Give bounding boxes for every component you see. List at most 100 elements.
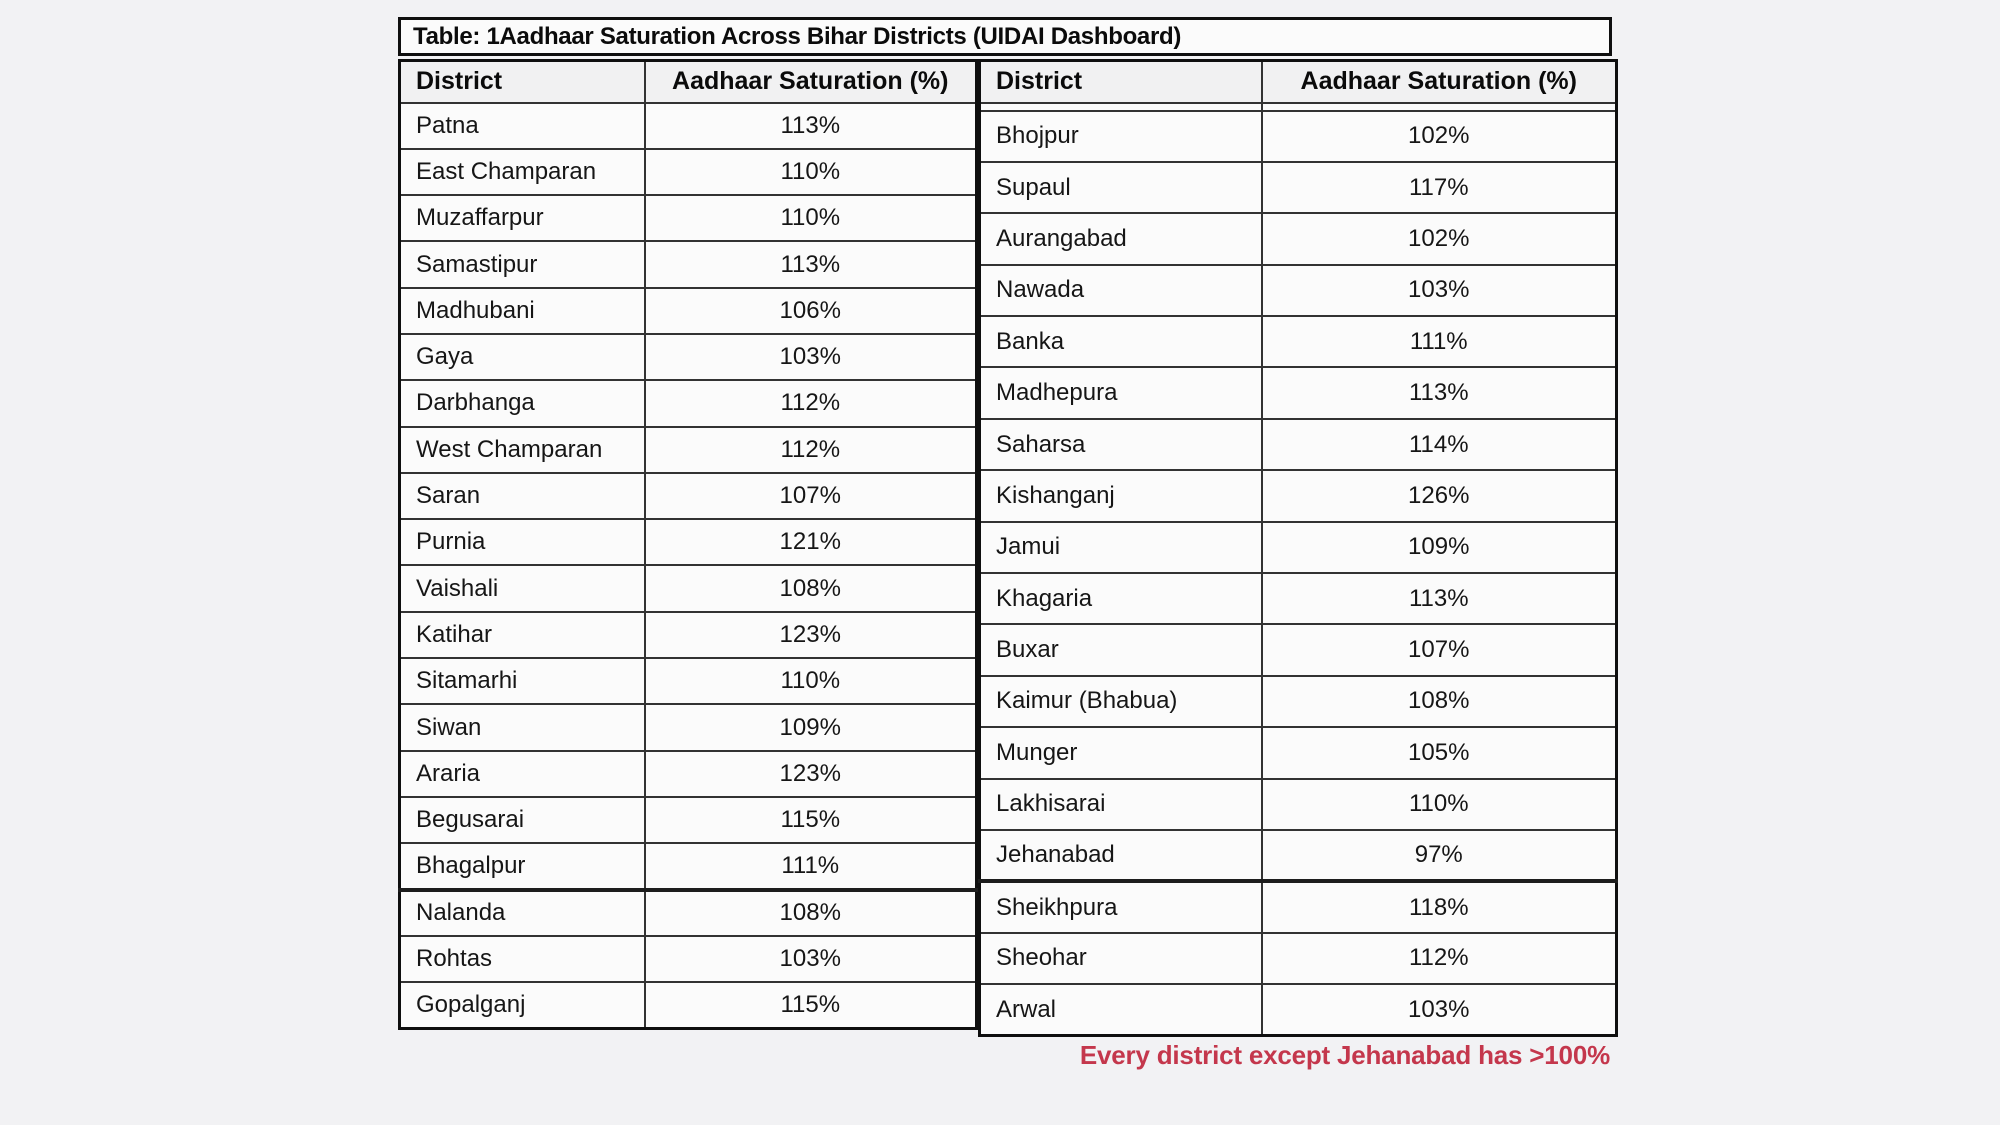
district-name: Muzaffarpur <box>398 194 646 243</box>
table-title: Table: 1Aadhaar Saturation Across Bihar … <box>398 17 1612 56</box>
header-gap-row <box>978 101 1618 112</box>
district-name: Araria <box>398 749 646 798</box>
table-row: Araria 123% <box>398 749 978 798</box>
column-header-saturation: Aadhaar Saturation (%) <box>643 59 978 104</box>
district-name: East Champaran <box>398 147 646 197</box>
district-name: Purnia <box>398 518 646 567</box>
saturation-value: 110% <box>643 194 978 243</box>
saturation-value: 113% <box>1260 572 1618 626</box>
saturation-value: 102% <box>1260 109 1618 163</box>
district-name: Kishanganj <box>978 469 1263 523</box>
header-row: District Aadhaar Saturation (%) <box>978 59 1618 104</box>
saturation-value: 123% <box>643 749 978 798</box>
annotation-caption: Every district except Jehanabad has >100… <box>1079 1040 1610 1071</box>
saturation-value: 110% <box>1260 777 1618 831</box>
table-row: Begusarai 115% <box>398 795 978 845</box>
table-right-body: Bhojpur 102% Supaul 117% Aurangabad 102% Nawad… <box>978 109 1618 1037</box>
table-left-body: Patna 113% East Champaran 110% Muzaffarpur 11… <box>398 101 978 1030</box>
district-name: West Champaran <box>398 425 646 474</box>
header-gap <box>978 101 1263 112</box>
table-row: Nawada 103% <box>978 263 1618 318</box>
table-row: Gaya 103% <box>398 332 978 382</box>
table-row: Samastipur 113% <box>398 240 978 289</box>
saturation-value: 111% <box>1260 315 1618 369</box>
saturation-value: 113% <box>643 101 978 150</box>
table-row: Aurangabad 102% <box>978 212 1618 266</box>
saturation-value: 103% <box>643 332 978 382</box>
table-row: Madhepura 113% <box>978 366 1618 420</box>
saturation-value: 115% <box>643 981 978 1030</box>
saturation-value: 103% <box>1260 263 1618 318</box>
table-row: Purnia 121% <box>398 518 978 567</box>
saturation-value: 106% <box>643 286 978 335</box>
table-row: Katihar 123% <box>398 610 978 660</box>
table-row: Jehanabad 97% <box>978 828 1618 883</box>
table-row: Kishanganj 126% <box>978 469 1618 523</box>
saturation-value: 121% <box>643 518 978 567</box>
saturation-value: 107% <box>1260 623 1618 677</box>
table-row: Sitamarhi 110% <box>398 657 978 706</box>
district-name: Gopalganj <box>398 981 646 1030</box>
district-name: Saran <box>398 471 646 521</box>
saturation-value: 97% <box>1260 828 1618 883</box>
table-row: Banka 111% <box>978 315 1618 369</box>
header-row: District Aadhaar Saturation (%) <box>398 59 978 104</box>
district-name: Munger <box>978 726 1263 780</box>
tables-container: District Aadhaar Saturation (%) Patna 113… <box>398 59 1618 1038</box>
district-name: Patna <box>398 101 646 150</box>
aadhaar-saturation-figure: Table: 1Aadhaar Saturation Across Bihar … <box>398 17 1618 1071</box>
district-name: Aurangabad <box>978 212 1263 266</box>
table-row: Siwan 109% <box>398 703 978 752</box>
district-name: Bhagalpur <box>398 842 646 891</box>
district-name: Rohtas <box>398 934 646 984</box>
district-name: Sheikhpura <box>978 879 1263 934</box>
table-row: Gopalganj 115% <box>398 981 978 1030</box>
district-name: Lakhisarai <box>978 777 1263 831</box>
table-row: Jamui 109% <box>978 520 1618 575</box>
table-row: Vaishali 108% <box>398 564 978 613</box>
district-name: Nalanda <box>398 887 646 937</box>
saturation-value: 110% <box>643 147 978 197</box>
table-row: Lakhisarai 110% <box>978 777 1618 831</box>
table-row: Madhubani 106% <box>398 286 978 335</box>
district-table-left: District Aadhaar Saturation (%) Patna 113… <box>398 59 978 1030</box>
district-name: Vaishali <box>398 564 646 613</box>
saturation-value: 126% <box>1260 469 1618 523</box>
table-row: Patna 113% <box>398 101 978 150</box>
saturation-value: 109% <box>1260 520 1618 575</box>
table-row: Buxar 107% <box>978 623 1618 677</box>
district-name: Darbhanga <box>398 379 646 428</box>
column-header-saturation: Aadhaar Saturation (%) <box>1260 59 1618 104</box>
district-name: Khagaria <box>978 572 1263 626</box>
saturation-value: 103% <box>643 934 978 984</box>
table-row: East Champaran 110% <box>398 147 978 197</box>
district-name: Arwal <box>978 983 1263 1037</box>
saturation-value: 113% <box>1260 366 1618 420</box>
district-name: Nawada <box>978 263 1263 318</box>
table-row: West Champaran 112% <box>398 425 978 474</box>
district-name: Sitamarhi <box>398 657 646 706</box>
district-name: Kaimur (Bhabua) <box>978 674 1263 729</box>
table-row: Darbhanga 112% <box>398 379 978 428</box>
saturation-value: 117% <box>1260 160 1618 215</box>
table-row: Kaimur (Bhabua) 108% <box>978 674 1618 729</box>
header-gap <box>1260 101 1618 112</box>
district-name: Madhepura <box>978 366 1263 420</box>
table-row: Muzaffarpur 110% <box>398 194 978 243</box>
saturation-value: 114% <box>1260 417 1618 472</box>
district-name: Madhubani <box>398 286 646 335</box>
table-row: Sheohar 112% <box>978 931 1618 986</box>
district-name: Jamui <box>978 520 1263 575</box>
saturation-value: 112% <box>643 425 978 474</box>
district-name: Jehanabad <box>978 828 1263 883</box>
column-header-district: District <box>978 59 1263 104</box>
column-header-district: District <box>398 59 646 104</box>
saturation-value: 113% <box>643 240 978 289</box>
district-name: Samastipur <box>398 240 646 289</box>
district-name: Katihar <box>398 610 646 660</box>
table-row: Bhojpur 102% <box>978 109 1618 163</box>
district-name: Begusarai <box>398 795 646 845</box>
saturation-value: 108% <box>1260 674 1618 729</box>
table-row: Bhagalpur 111% <box>398 842 978 891</box>
table-row: Sheikhpura 118% <box>978 879 1618 934</box>
